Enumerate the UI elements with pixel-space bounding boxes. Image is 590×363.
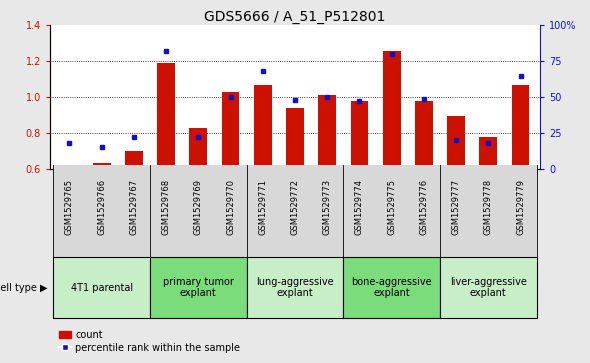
Text: GSM1529765: GSM1529765 (65, 179, 74, 235)
Bar (343, 165, 376, 258)
Text: GSM1529770: GSM1529770 (226, 179, 235, 235)
Bar (86, 165, 118, 258)
Text: 4T1 parental: 4T1 parental (71, 283, 133, 293)
Bar (408, 165, 440, 258)
Text: bone-aggressive
explant: bone-aggressive explant (351, 277, 432, 298)
Bar (472, 165, 504, 258)
Text: GSM1529772: GSM1529772 (290, 179, 300, 235)
Bar (222, 92, 240, 169)
Text: lung-aggressive
explant: lung-aggressive explant (256, 277, 334, 298)
Text: GSM1529768: GSM1529768 (162, 179, 171, 235)
Bar (512, 85, 529, 169)
Bar (53, 257, 150, 318)
Bar (383, 50, 401, 169)
Text: GSM1529769: GSM1529769 (194, 179, 203, 235)
Bar (343, 257, 440, 318)
Bar (61, 165, 78, 169)
Text: GSM1529777: GSM1529777 (451, 179, 461, 235)
Text: cell type ▶: cell type ▶ (0, 283, 47, 293)
Bar (158, 63, 175, 169)
Text: GSM1529766: GSM1529766 (97, 179, 106, 235)
Bar (415, 101, 432, 169)
Text: GSM1529767: GSM1529767 (129, 179, 139, 235)
Bar (350, 101, 368, 169)
Bar (286, 108, 304, 169)
Bar (447, 116, 465, 169)
Bar (247, 257, 343, 318)
Bar (254, 85, 271, 169)
Bar (214, 165, 247, 258)
Title: GDS5666 / A_51_P512801: GDS5666 / A_51_P512801 (204, 11, 386, 24)
Bar (150, 165, 182, 258)
Text: GSM1529775: GSM1529775 (387, 179, 396, 235)
Bar (311, 165, 343, 258)
Bar (319, 95, 336, 169)
Bar (279, 165, 311, 258)
Text: GSM1529773: GSM1529773 (323, 179, 332, 235)
Bar (93, 163, 110, 169)
Text: GSM1529776: GSM1529776 (419, 179, 428, 235)
Bar (189, 127, 207, 169)
Text: GSM1529779: GSM1529779 (516, 179, 525, 235)
Legend: count, percentile rank within the sample: count, percentile rank within the sample (55, 326, 244, 356)
Bar (504, 165, 537, 258)
Text: GSM1529774: GSM1529774 (355, 179, 364, 235)
Bar (118, 165, 150, 258)
Bar (440, 165, 472, 258)
Text: liver-aggressive
explant: liver-aggressive explant (450, 277, 527, 298)
Bar (53, 165, 86, 258)
Text: GSM1529771: GSM1529771 (258, 179, 267, 235)
Text: GSM1529778: GSM1529778 (484, 179, 493, 235)
Bar (376, 165, 408, 258)
Bar (150, 257, 247, 318)
Bar (480, 138, 497, 169)
Bar (247, 165, 279, 258)
Bar (125, 151, 143, 169)
Bar (182, 165, 214, 258)
Text: primary tumor
explant: primary tumor explant (163, 277, 234, 298)
Bar (440, 257, 537, 318)
